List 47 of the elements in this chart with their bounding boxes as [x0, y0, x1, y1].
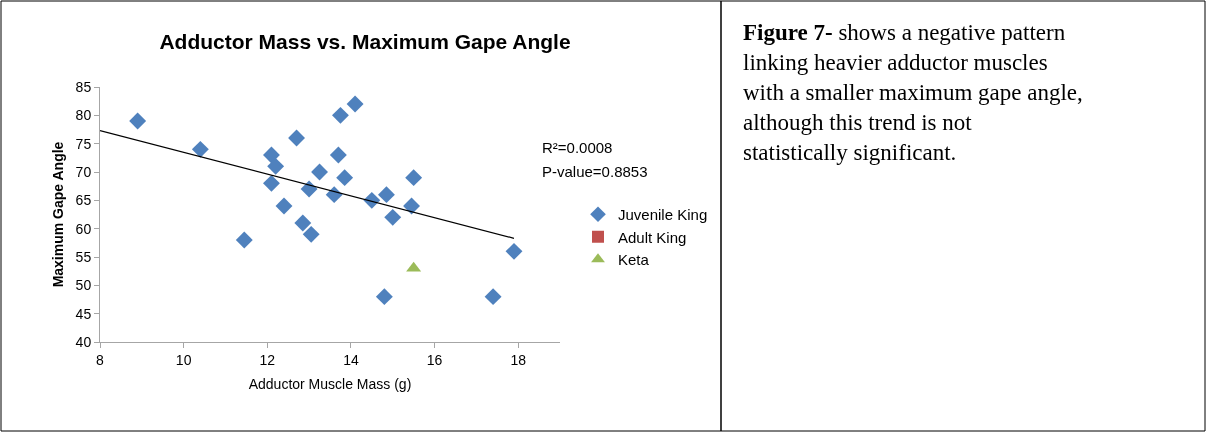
- y-tick-label: 80: [75, 107, 92, 124]
- point: [275, 197, 293, 215]
- chart-title: Adductor Mass vs. Maximum Gape Angle: [159, 30, 571, 54]
- annotation: P-value=0.8853: [542, 163, 648, 180]
- y-tick-label: 70: [75, 163, 92, 180]
- y-tick-label: 50: [75, 277, 92, 294]
- point: [484, 288, 502, 306]
- caption: Figure 7- shows a negative pattern linking heavier adductor muscles with a smaller maximum gape angle, although this trend is not statistically significant.: [743, 20, 1083, 165]
- y-tick-label: 75: [75, 135, 92, 152]
- y-tick-label: 40: [75, 333, 92, 350]
- point: [311, 163, 328, 181]
- legend-label: Adult King: [618, 228, 687, 246]
- x-axis-title: Adductor Muscle Mass (g): [248, 376, 412, 393]
- point: [336, 169, 354, 187]
- point: [505, 242, 523, 260]
- x-tick-label: 18: [510, 351, 527, 368]
- y-tick-label: 60: [75, 220, 92, 237]
- x-tick-label: 8: [96, 351, 105, 368]
- legend-label: Keta: [618, 251, 650, 269]
- point: [375, 288, 393, 306]
- legend-label: Juvenile King: [618, 206, 708, 224]
- point: [346, 95, 364, 113]
- x-tick-label: 16: [426, 351, 443, 368]
- point: [235, 231, 253, 249]
- point: [191, 140, 209, 158]
- point: [405, 169, 423, 187]
- x-tick-label: 10: [175, 351, 192, 368]
- y-tick-label: 65: [75, 192, 92, 209]
- point: [263, 174, 280, 192]
- point: [129, 112, 147, 130]
- point: [378, 186, 395, 204]
- y-tick-label: 45: [75, 305, 92, 322]
- point: [329, 146, 347, 164]
- point: [263, 146, 280, 164]
- point: [332, 106, 349, 124]
- point: [300, 180, 318, 198]
- point: [302, 225, 320, 243]
- y-tick-label: 55: [75, 248, 92, 265]
- x-tick-label: 14: [343, 351, 359, 368]
- annotation: R²=0.0008: [542, 139, 613, 156]
- point: [384, 208, 402, 226]
- point: [294, 214, 312, 232]
- point: [288, 129, 305, 147]
- x-tick-label: 12: [259, 351, 276, 368]
- y-axis-title: Maximum Gape Angle: [50, 141, 67, 288]
- y-tick-label: 85: [75, 78, 92, 95]
- point: [267, 157, 285, 175]
